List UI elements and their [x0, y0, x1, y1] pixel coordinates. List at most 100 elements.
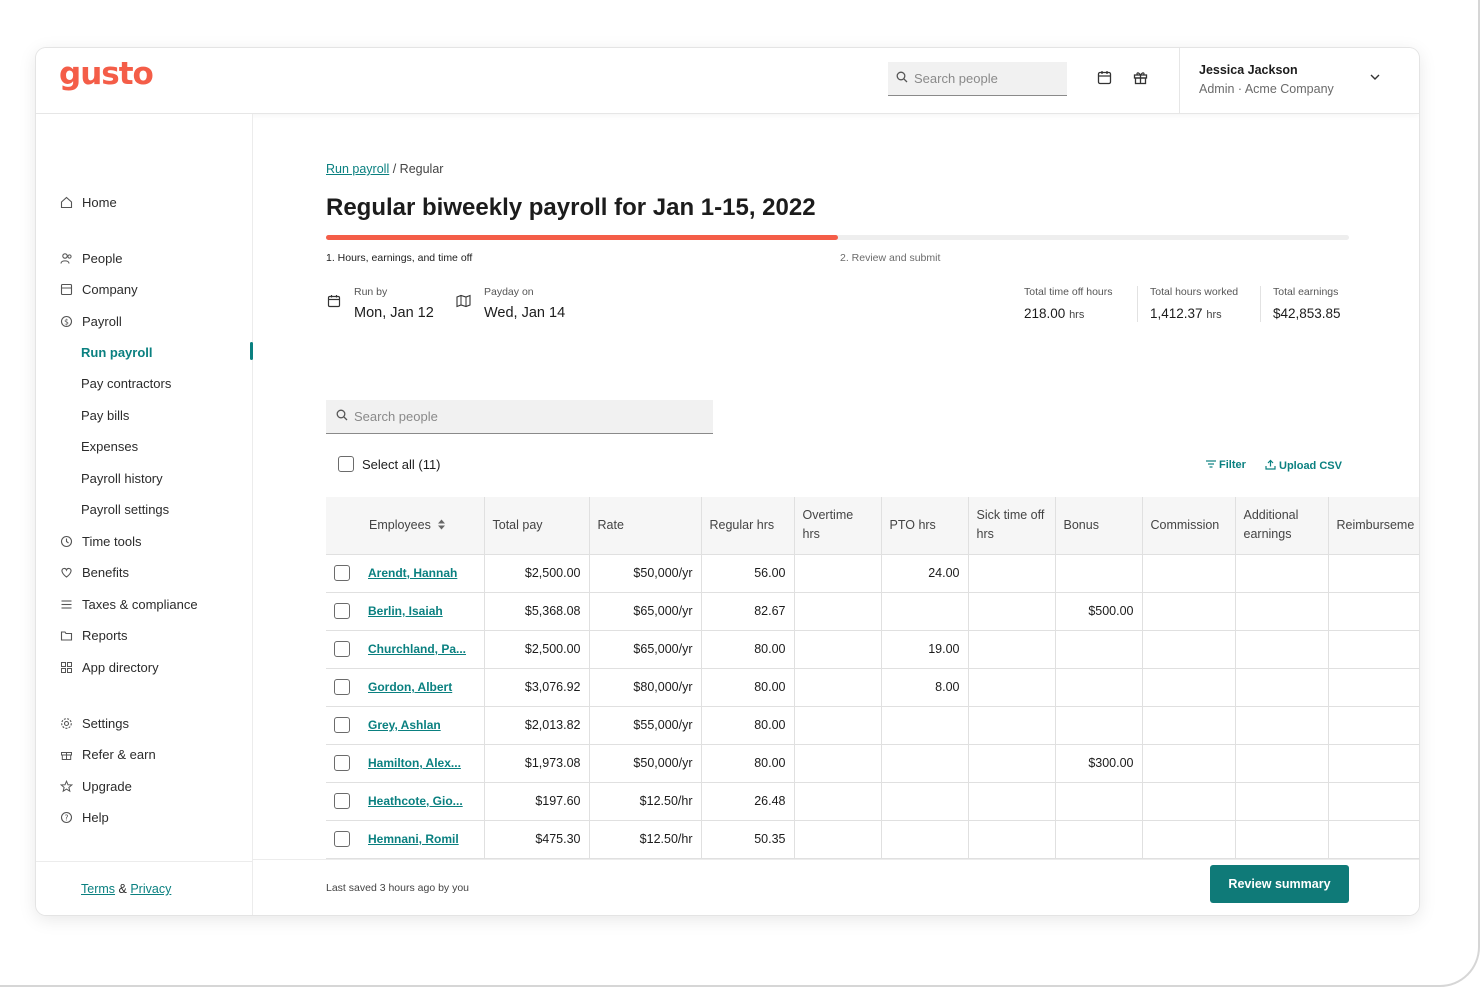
bonus-cell[interactable] [1055, 782, 1143, 821]
row-checkbox[interactable] [334, 831, 350, 847]
gusto-logo[interactable]: gusto [59, 56, 154, 92]
additional-cell[interactable] [1235, 554, 1329, 593]
sidebar-item-help[interactable]: ? Help [36, 804, 253, 830]
sidebar-item-pay-contractors[interactable]: Pay contractors [36, 370, 253, 396]
overtime-cell[interactable] [794, 592, 882, 631]
employee-link[interactable]: Hamilton, Alex... [368, 756, 461, 770]
overtime-cell[interactable] [794, 668, 882, 707]
sick-cell[interactable] [968, 668, 1056, 707]
bonus-cell[interactable]: $500.00 [1055, 592, 1143, 631]
gift-icon[interactable] [1131, 68, 1149, 86]
row-checkbox[interactable] [334, 679, 350, 695]
reimb-cell[interactable] [1328, 782, 1419, 821]
reimb-cell[interactable] [1328, 592, 1419, 631]
sidebar-item-time-tools[interactable]: Time tools [36, 528, 253, 554]
bonus-cell[interactable] [1055, 820, 1143, 859]
additional-cell[interactable] [1235, 744, 1329, 783]
bonus-cell[interactable] [1055, 668, 1143, 707]
sick-cell[interactable] [968, 820, 1056, 859]
pto-cell[interactable] [881, 706, 969, 745]
regular-hrs-cell[interactable]: 80.00 [701, 744, 795, 783]
sick-cell[interactable] [968, 554, 1056, 593]
additional-cell[interactable] [1235, 630, 1329, 669]
commission-cell[interactable] [1142, 820, 1236, 859]
additional-cell[interactable] [1235, 592, 1329, 631]
user-name[interactable]: Jessica Jackson [1199, 63, 1298, 77]
sidebar-item-company[interactable]: Company [36, 276, 253, 302]
overtime-cell[interactable] [794, 820, 882, 859]
sidebar-item-benefits[interactable]: Benefits [36, 559, 253, 585]
regular-hrs-cell[interactable]: 80.00 [701, 668, 795, 707]
breadcrumb-run-payroll-link[interactable]: Run payroll [326, 162, 390, 176]
row-checkbox[interactable] [334, 603, 350, 619]
commission-cell[interactable] [1142, 630, 1236, 669]
pto-cell[interactable]: 24.00 [881, 554, 969, 593]
chevron-down-icon[interactable] [1369, 70, 1381, 88]
pto-cell[interactable] [881, 820, 969, 859]
sort-icon[interactable] [434, 518, 446, 532]
select-all[interactable]: Select all (11) [338, 456, 441, 472]
sick-cell[interactable] [968, 592, 1056, 631]
row-checkbox[interactable] [334, 717, 350, 733]
overtime-cell[interactable] [794, 706, 882, 745]
commission-cell[interactable] [1142, 782, 1236, 821]
employee-link[interactable]: Churchland, Pa... [368, 642, 467, 656]
sick-cell[interactable] [968, 630, 1056, 669]
upload-csv-button[interactable]: Upload CSV [1265, 459, 1342, 473]
overtime-cell[interactable] [794, 630, 882, 669]
bonus-cell[interactable] [1055, 630, 1143, 669]
pto-cell[interactable] [881, 592, 969, 631]
sick-cell[interactable] [968, 706, 1056, 745]
commission-cell[interactable] [1142, 744, 1236, 783]
regular-hrs-cell[interactable]: 80.00 [701, 706, 795, 745]
commission-cell[interactable] [1142, 554, 1236, 593]
reimb-cell[interactable] [1328, 820, 1419, 859]
overtime-cell[interactable] [794, 554, 882, 593]
sidebar-item-upgrade[interactable]: Upgrade [36, 773, 253, 799]
employee-link[interactable]: Heathcote, Gio... [368, 794, 463, 808]
bonus-cell[interactable] [1055, 554, 1143, 593]
sidebar-item-refer-earn[interactable]: Refer & earn [36, 741, 253, 767]
regular-hrs-cell[interactable]: 80.00 [701, 630, 795, 669]
additional-cell[interactable] [1235, 820, 1329, 859]
reimb-cell[interactable] [1328, 706, 1419, 745]
sidebar-item-people[interactable]: People [36, 245, 253, 271]
commission-cell[interactable] [1142, 592, 1236, 631]
regular-hrs-cell[interactable]: 50.35 [701, 820, 795, 859]
col-employees[interactable]: Employees [326, 497, 485, 555]
terms-link[interactable]: Terms [81, 882, 116, 896]
employee-link[interactable]: Grey, Ashlan [368, 718, 441, 732]
row-checkbox[interactable] [334, 793, 350, 809]
overtime-cell[interactable] [794, 782, 882, 821]
reimb-cell[interactable] [1328, 630, 1419, 669]
employee-link[interactable]: Gordon, Albert [368, 680, 453, 694]
sidebar-item-run-payroll[interactable]: Run payroll [36, 339, 253, 365]
employee-link[interactable]: Arendt, Hannah [368, 566, 458, 580]
sidebar-item-payroll[interactable]: $ Payroll [36, 308, 253, 334]
pto-cell[interactable]: 19.00 [881, 630, 969, 669]
calendar-icon[interactable] [1095, 68, 1113, 86]
privacy-link[interactable]: Privacy [130, 882, 172, 896]
regular-hrs-cell[interactable]: 56.00 [701, 554, 795, 593]
reimb-cell[interactable] [1328, 554, 1419, 593]
filter-button[interactable]: Filter [1206, 459, 1246, 471]
sidebar-item-home[interactable]: Home [36, 189, 253, 215]
sick-cell[interactable] [968, 782, 1056, 821]
sidebar-item-expenses[interactable]: Expenses [36, 433, 253, 459]
pto-cell[interactable]: 8.00 [881, 668, 969, 707]
commission-cell[interactable] [1142, 668, 1236, 707]
sidebar-item-taxes[interactable]: Taxes & compliance [36, 591, 253, 617]
bonus-cell[interactable] [1055, 706, 1143, 745]
reimb-cell[interactable] [1328, 744, 1419, 783]
header-search-input[interactable]: Search people [888, 62, 1067, 96]
commission-cell[interactable] [1142, 706, 1236, 745]
sidebar-item-settings[interactable]: Settings [36, 710, 253, 736]
review-summary-button[interactable]: Review summary [1210, 865, 1349, 903]
sidebar-item-pay-bills[interactable]: Pay bills [36, 402, 253, 428]
bonus-cell[interactable]: $300.00 [1055, 744, 1143, 783]
sick-cell[interactable] [968, 744, 1056, 783]
row-checkbox[interactable] [334, 755, 350, 771]
row-checkbox[interactable] [334, 565, 350, 581]
sidebar-item-payroll-settings[interactable]: Payroll settings [36, 496, 253, 522]
regular-hrs-cell[interactable]: 26.48 [701, 782, 795, 821]
